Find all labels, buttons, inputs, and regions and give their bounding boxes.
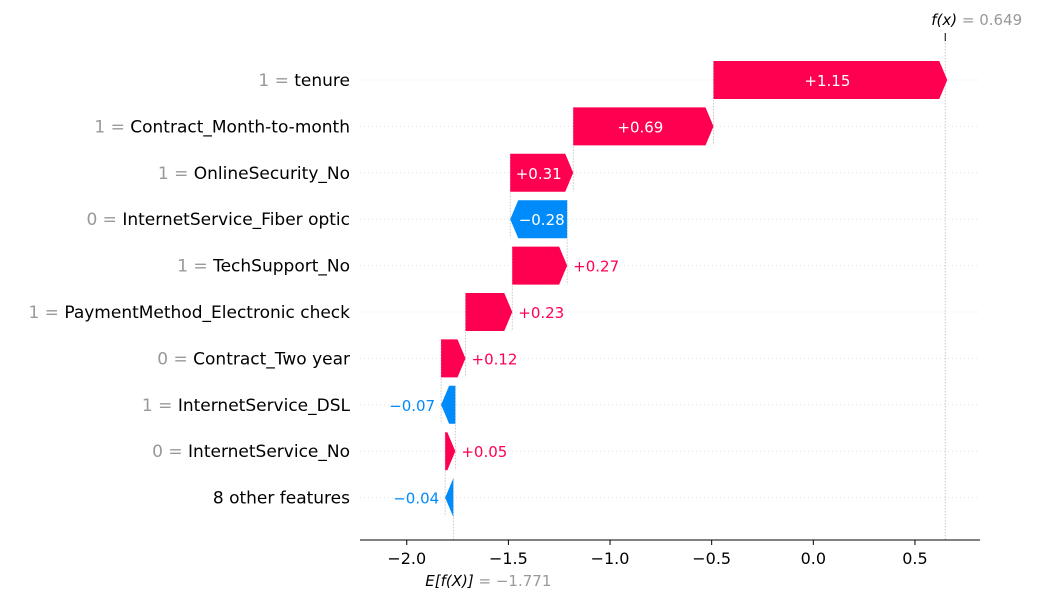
base-value-part: E[f(X)] [425, 572, 474, 590]
feature-equals: = [153, 396, 178, 416]
feature-name: Contract_Two year [193, 349, 350, 369]
feature-value: 0 [157, 349, 168, 369]
final-value-part: 0.649 [979, 11, 1022, 29]
waterfall-bar [445, 478, 454, 517]
feature-name: 8 other features [213, 489, 350, 509]
feature-equals: = [163, 442, 188, 462]
feature-name: PaymentMethod_Electronic check [64, 303, 350, 323]
feature-label: 0 = InternetService_Fiber optic [86, 210, 350, 230]
feature-equals: = [269, 71, 294, 91]
contribution-label: +0.27 [573, 258, 619, 276]
feature-equals: = [39, 303, 64, 323]
feature-label: 8 other features [213, 489, 350, 509]
contribution-label: +0.12 [472, 350, 518, 368]
feature-value: 1 [142, 396, 153, 416]
feature-label: 1 = Contract_Month-to-month [94, 117, 350, 137]
final-value-label: f(x) = 0.649 [931, 11, 1022, 29]
feature-label: 0 = Contract_Two year [157, 349, 350, 369]
feature-equals: = [168, 349, 193, 369]
x-tick-label: −1.5 [489, 549, 528, 568]
contribution-label: −0.07 [389, 397, 435, 415]
final-value-part: = [957, 11, 979, 29]
feature-value: 1 [94, 117, 105, 137]
feature-equals: = [105, 117, 130, 137]
feature-label: 1 = InternetService_DSL [142, 396, 351, 416]
contribution-label: +0.23 [518, 304, 564, 322]
x-tick-label: −2.0 [387, 549, 426, 568]
final-value-part: f(x) [931, 11, 957, 29]
feature-name: Contract_Month-to-month [130, 117, 350, 137]
feature-name: tenure [294, 71, 350, 91]
contribution-label: −0.28 [519, 211, 565, 229]
waterfall-bar [573, 107, 714, 146]
feature-name: InternetService_DSL [178, 396, 351, 416]
waterfall-bar [713, 61, 948, 99]
contribution-label: +1.15 [804, 72, 850, 90]
contribution-label: −0.04 [393, 490, 439, 508]
base-value-part: −1.771 [496, 572, 552, 590]
feature-name: TechSupport_No [212, 257, 350, 277]
x-tick-label: −0.5 [692, 549, 731, 568]
x-tick-label: 0.0 [801, 549, 826, 568]
feature-value: 1 [28, 303, 39, 323]
feature-equals: = [188, 257, 213, 277]
feature-name: OnlineSecurity_No [194, 164, 350, 184]
feature-label: 0 = InternetService_No [152, 442, 350, 462]
waterfall-bar [510, 153, 574, 192]
waterfall-bar [512, 246, 568, 285]
feature-name: InternetService_No [188, 442, 350, 462]
feature-value: 1 [158, 164, 169, 184]
waterfall-bar [441, 385, 456, 424]
feature-value: 1 [177, 257, 188, 277]
feature-label: 1 = TechSupport_No [177, 257, 350, 277]
base-value-label: E[f(X)] = −1.771 [425, 572, 551, 590]
x-tick-label: 0.5 [902, 549, 927, 568]
feature-value: 0 [86, 210, 97, 230]
feature-equals: = [169, 164, 194, 184]
feature-equals: = [97, 210, 122, 230]
feature-value: 1 [258, 71, 269, 91]
contribution-label: +0.69 [617, 118, 663, 136]
waterfall-bar [445, 432, 456, 471]
feature-label: 1 = PaymentMethod_Electronic check [28, 303, 350, 323]
feature-name: InternetService_Fiber optic [122, 210, 350, 230]
waterfall-bar [441, 339, 466, 378]
x-tick-label: −1.0 [591, 549, 630, 568]
contribution-label: +0.05 [461, 443, 507, 461]
contribution-label: +0.31 [516, 165, 562, 183]
waterfall-bar [510, 200, 568, 239]
feature-value: 0 [152, 442, 163, 462]
base-value-part: = [474, 572, 496, 590]
waterfall-bar [465, 293, 513, 331]
feature-label: 1 = OnlineSecurity_No [158, 164, 350, 184]
feature-label: 1 = tenure [258, 71, 350, 91]
